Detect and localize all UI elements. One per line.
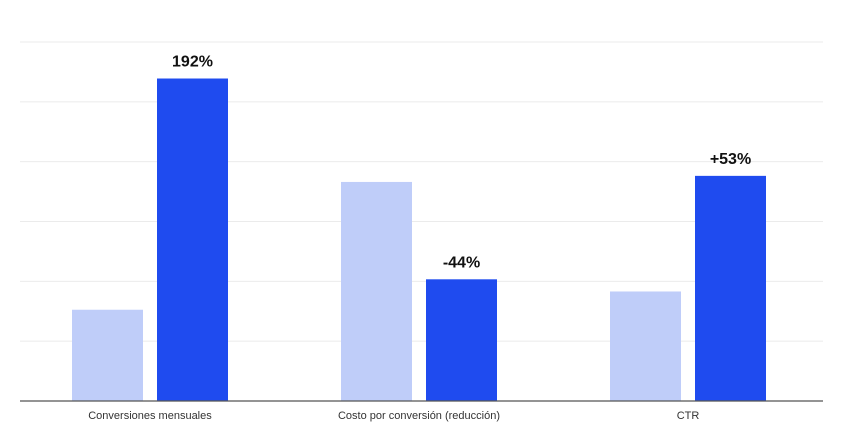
bar-series-1-3 — [610, 291, 681, 401]
bar-series-1-1 — [72, 309, 143, 401]
category-labels: Conversiones mensuales Costo por convers… — [88, 410, 699, 422]
category-label-ctr: CTR — [677, 410, 700, 422]
bar-series-2-2 — [426, 279, 497, 401]
category-label-costo: Costo por conversión (reducción) — [338, 410, 500, 422]
gridlines — [20, 41, 823, 342]
data-labels: 192% -44% +53% — [172, 54, 751, 272]
bar-series-2-1 — [157, 78, 228, 401]
data-label-costo: -44% — [443, 254, 480, 271]
bars — [72, 78, 766, 401]
data-label-ctr: +53% — [710, 151, 751, 168]
data-label-conversiones: 192% — [172, 54, 213, 71]
category-label-conversiones: Conversiones mensuales — [88, 410, 212, 422]
bar-series-1-2 — [341, 181, 412, 401]
bar-series-2-3 — [695, 175, 766, 401]
